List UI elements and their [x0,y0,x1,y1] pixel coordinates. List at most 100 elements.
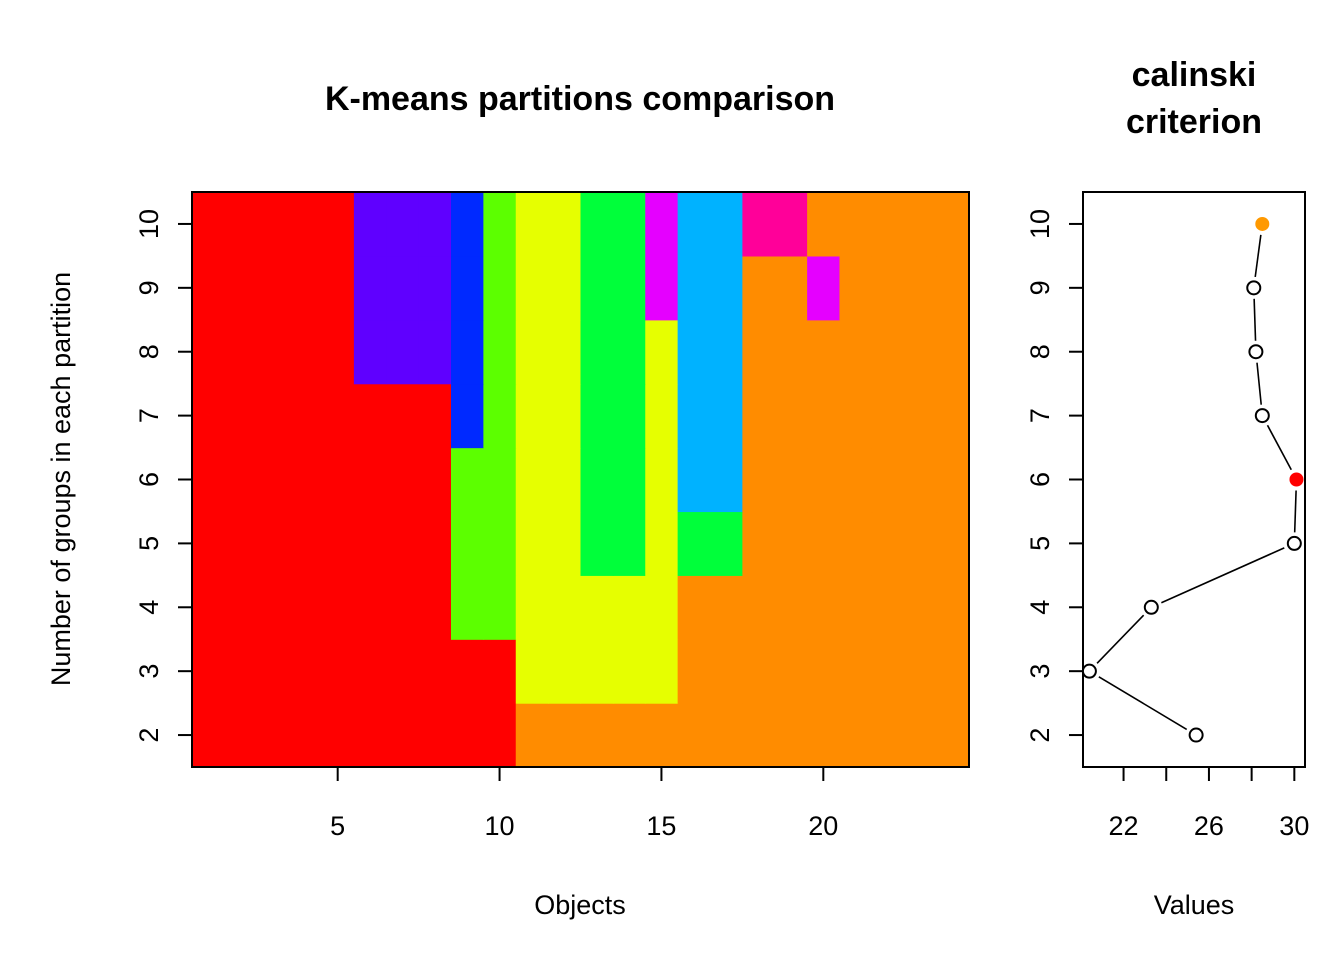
heatmap-cell [936,383,970,449]
heatmap-cell [224,255,258,321]
heatmap-cell [289,703,323,768]
heatmap-cell [418,383,452,449]
heatmap-cell [451,319,484,385]
heatmap-x-tick-label: 20 [808,811,838,841]
heatmap-cell [483,511,517,576]
heatmap-cell [580,703,614,768]
heatmap-cell [645,511,679,576]
heatmap-cell [386,511,420,576]
heatmap-cell [386,383,420,449]
heatmap-cell [839,511,873,576]
heatmap-cell [451,703,484,768]
heatmap-cell [451,511,484,576]
criterion-frame [1082,191,1306,768]
heatmap-cell [839,575,873,640]
heatmap-cell [418,703,452,768]
heatmap-cell [807,575,841,640]
heatmap-cell [548,639,582,704]
heatmap-cell [580,255,614,321]
heatmap-cell [418,639,452,704]
criterion-point [1254,408,1270,424]
heatmap-cell [289,383,323,449]
heatmap-cell [483,255,517,321]
criterion-y-tick-label: 6 [1025,472,1055,487]
heatmap-cell [483,192,517,257]
heatmap-x-tick-label: 10 [485,811,515,841]
heatmap-cell [742,639,776,704]
heatmap-cell [936,255,970,321]
criterion-x-tick-label: 30 [1279,811,1309,841]
heatmap-x-axis: 5 10 15 20 [330,766,838,841]
heatmap-cell [321,575,355,640]
heatmap-cell [321,192,355,257]
heatmap-cell [483,639,517,704]
criterion-y-tick-label: 9 [1025,280,1055,295]
heatmap-cell [710,255,743,321]
heatmap-cell [645,255,679,321]
heatmap-cell [548,511,582,576]
criterion-point [1188,727,1204,743]
criterion-line-segment [1256,362,1263,405]
criterion-line-segment [1254,234,1262,278]
heatmap-cell [192,192,225,257]
heatmap-cell [353,703,387,768]
criterion-line-segment [1096,614,1145,664]
heatmap-cell [936,511,970,576]
heatmap-cell [612,511,646,576]
heatmap-cell [256,575,290,640]
heatmap-y-tick-label: 5 [134,536,164,551]
heatmap-cell [580,192,614,257]
heatmap-cell [418,192,452,257]
criterion-point [1246,280,1262,296]
criterion-point [1081,663,1097,679]
heatmap-cell [353,383,387,449]
heatmap-cell [321,703,355,768]
heatmap-cell [677,319,711,385]
heatmap-x-tick-label: 5 [330,811,345,841]
heatmap-cell [386,703,420,768]
heatmap-cell [774,575,808,640]
heatmap-x-label: Objects [534,890,626,920]
heatmap-cell [645,383,679,449]
criterion-y-tick-label: 2 [1025,728,1055,743]
heatmap-cell [677,192,711,257]
heatmap-cell [192,255,225,321]
heatmap-cell [192,639,225,704]
heatmap-cell [774,703,808,768]
heatmap-cell [774,255,808,321]
heatmap-y-tick-label: 9 [134,280,164,295]
heatmap-cell [451,639,484,704]
heatmap-cell [256,319,290,385]
heatmap-cell [936,575,970,640]
heatmap-cell [515,383,549,449]
heatmap-cell [548,255,582,321]
criterion-y-axis: 2 3 4 5 6 7 8 9 10 [1025,209,1084,743]
criterion-x-label: Values [1154,890,1235,920]
heatmap-cell [710,383,743,449]
heatmap-cell [904,575,938,640]
heatmap-cell [256,639,290,704]
heatmap-cell [871,255,905,321]
criterion-y-tick-label: 5 [1025,536,1055,551]
heatmap-cell [548,192,582,257]
heatmap-cell [321,511,355,576]
heatmap-cell [515,703,549,768]
heatmap-cell [256,192,290,257]
heatmap-cell [451,575,484,640]
heatmap-cell [483,575,517,640]
heatmap-cell [224,319,258,385]
heatmap-cell [871,703,905,768]
criterion-title-line2: criterion [1126,103,1262,141]
heatmap-cell [580,575,614,640]
heatmap-cell [353,255,387,321]
heatmap-cell [548,703,582,768]
heatmap-y-tick-label: 4 [134,600,164,615]
heatmap-cell [386,192,420,257]
heatmap-cell [515,319,549,385]
heatmap-cell [904,447,938,513]
heatmap-cell [321,319,355,385]
heatmap-cell [321,383,355,449]
heatmap-cell [386,639,420,704]
heatmap-cell [289,255,323,321]
heatmap-cell [645,703,679,768]
